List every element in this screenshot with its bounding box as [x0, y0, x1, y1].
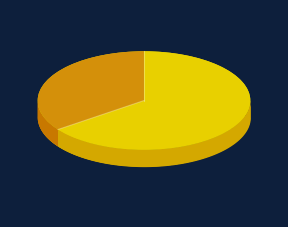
Polygon shape	[38, 101, 144, 146]
Polygon shape	[38, 99, 58, 146]
Ellipse shape	[38, 51, 250, 150]
Ellipse shape	[38, 68, 250, 167]
Polygon shape	[58, 101, 250, 167]
Polygon shape	[38, 51, 144, 129]
Polygon shape	[58, 51, 250, 150]
Polygon shape	[58, 100, 250, 167]
